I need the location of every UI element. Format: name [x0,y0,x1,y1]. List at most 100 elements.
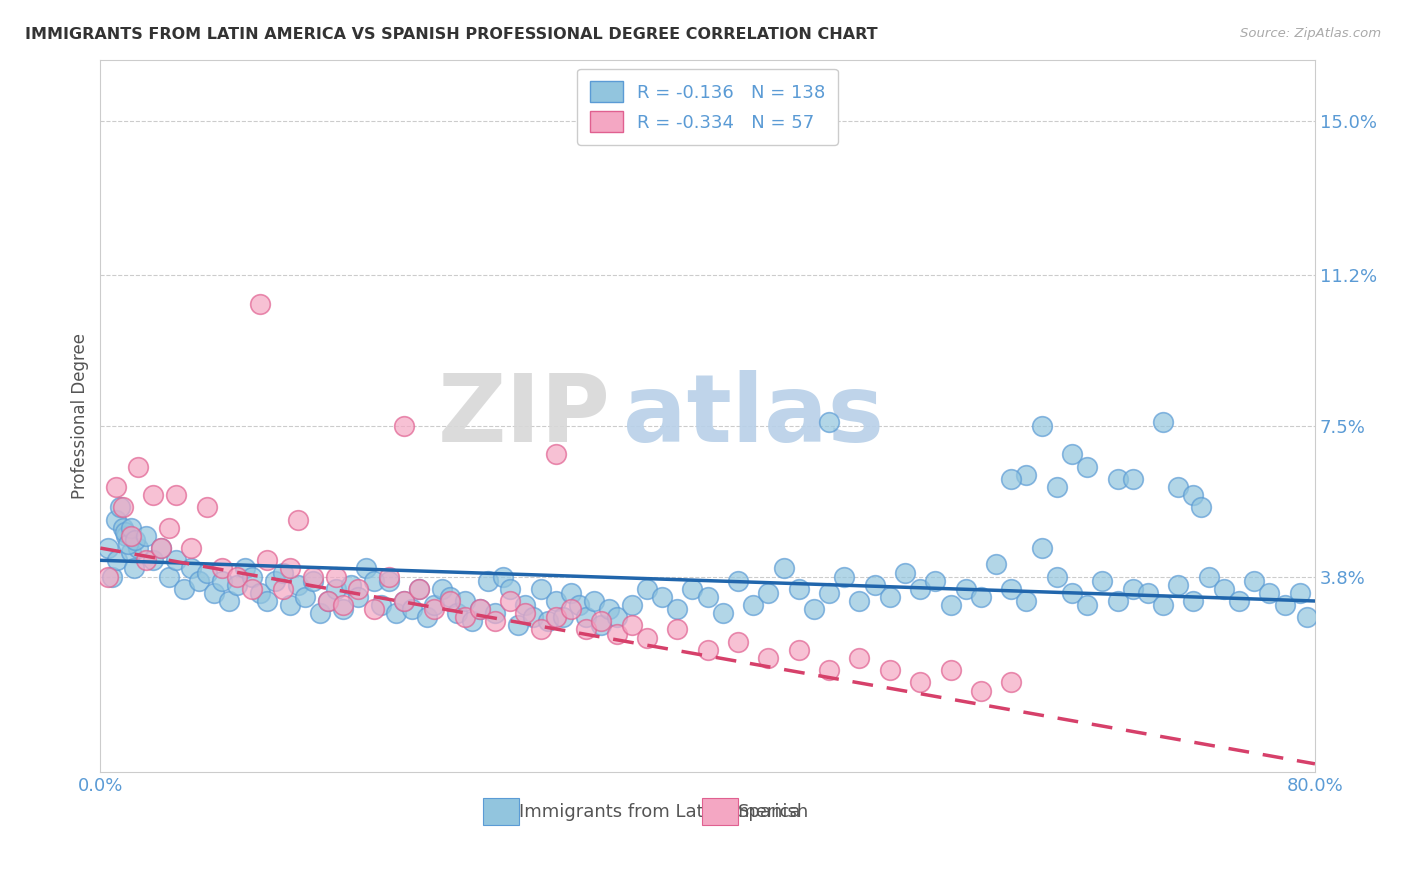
Point [651,590,673,604]
Point [879,590,901,604]
Point [180,561,202,575]
Point [544,594,567,608]
Point [1076,459,1098,474]
Point [1243,574,1265,588]
Point [120,545,142,559]
Point [408,582,430,596]
Point [264,574,287,588]
Point [506,618,529,632]
Point [454,610,477,624]
Point [530,582,553,596]
Point [696,590,718,604]
FancyBboxPatch shape [482,798,519,825]
Point [439,590,461,604]
Point [378,574,401,588]
Point [325,569,347,583]
Point [492,569,515,583]
Point [401,602,423,616]
Point [347,582,370,596]
Point [287,578,309,592]
Point [1288,586,1310,600]
Point [1046,569,1069,583]
Point [165,488,187,502]
Point [218,594,240,608]
Point [104,480,127,494]
Point [302,569,325,583]
Point [711,606,734,620]
Point [1046,480,1069,494]
Point [606,626,628,640]
Point [97,541,120,555]
Point [544,610,567,624]
Point [468,602,491,616]
Point [173,582,195,596]
Point [484,606,506,620]
Point [271,566,294,580]
Point [924,574,946,588]
Point [1136,586,1159,600]
Point [1227,594,1250,608]
Point [1076,598,1098,612]
Point [416,610,439,624]
Text: Source: ZipAtlas.com: Source: ZipAtlas.com [1240,27,1381,40]
Point [408,582,430,596]
Point [120,521,142,535]
Point [484,615,506,629]
Point [955,582,977,596]
Point [1015,594,1038,608]
Point [606,610,628,624]
Point [1015,467,1038,482]
Point [271,582,294,596]
Point [530,623,553,637]
Point [165,553,187,567]
Text: Spanish: Spanish [738,803,810,821]
Point [454,594,477,608]
Point [1189,500,1212,515]
Point [97,569,120,583]
Point [122,561,145,575]
Point [439,594,461,608]
Point [240,582,263,596]
Point [142,553,165,567]
Point [202,586,225,600]
Point [544,447,567,461]
Point [392,419,415,434]
Point [370,598,392,612]
Point [316,594,339,608]
Point [195,500,218,515]
Point [591,618,613,632]
Point [240,569,263,583]
Point [1182,594,1205,608]
Point [772,561,794,575]
Point [787,582,810,596]
Point [1167,578,1189,592]
Point [446,606,468,620]
Point [150,541,173,555]
Point [354,561,377,575]
Text: Immigrants from Latin America: Immigrants from Latin America [519,803,801,821]
Point [758,651,780,665]
Point [115,529,138,543]
Point [325,582,347,596]
Point [522,610,544,624]
Point [180,541,202,555]
Point [666,623,689,637]
Point [378,569,401,583]
FancyBboxPatch shape [702,798,738,825]
Point [124,533,146,547]
Point [120,529,142,543]
Point [332,602,354,616]
Point [127,459,149,474]
Point [939,663,962,677]
Point [1152,598,1174,612]
Point [863,578,886,592]
Point [620,598,643,612]
Point [620,618,643,632]
Point [105,553,128,567]
Point [1031,541,1053,555]
Point [879,663,901,677]
Point [1296,610,1319,624]
Point [1091,574,1114,588]
Point [157,569,180,583]
Point [363,574,385,588]
